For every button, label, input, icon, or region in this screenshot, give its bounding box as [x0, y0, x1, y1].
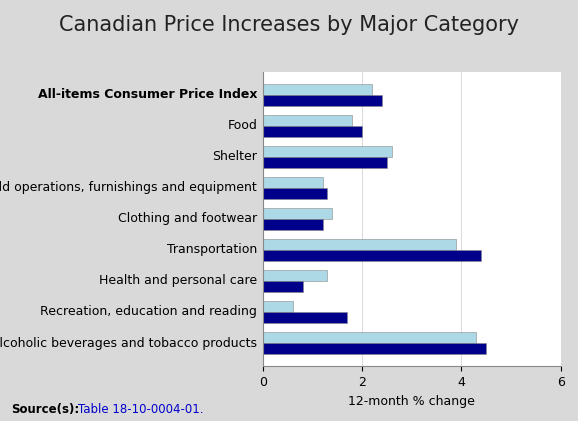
Text: Food: Food: [227, 120, 257, 132]
Bar: [263, 126, 362, 137]
Bar: [263, 177, 323, 188]
Text: Recreation, education and reading: Recreation, education and reading: [40, 306, 257, 318]
Bar: [263, 219, 323, 230]
Bar: [263, 250, 481, 261]
Bar: [263, 239, 457, 250]
Text: Health and personal care: Health and personal care: [99, 274, 257, 288]
Bar: [263, 95, 382, 106]
Text: Alcoholic beverages and tobacco products: Alcoholic beverages and tobacco products: [0, 336, 257, 349]
Text: All-items Consumer Price Index: All-items Consumer Price Index: [38, 88, 257, 101]
Text: Canadian Price Increases by Major Category: Canadian Price Increases by Major Catego…: [59, 15, 519, 35]
Bar: [263, 208, 332, 219]
Text: Shelter: Shelter: [212, 150, 257, 163]
Bar: [263, 332, 476, 343]
Bar: [263, 301, 293, 312]
Bar: [263, 281, 303, 292]
Text: Transportation: Transportation: [167, 243, 257, 256]
Bar: [263, 343, 486, 354]
Text: Household operations, furnishings and equipment: Household operations, furnishings and eq…: [0, 181, 257, 195]
Bar: [263, 84, 372, 95]
Text: Source(s):: Source(s):: [12, 403, 80, 416]
Text: Table 18-10-0004-01.: Table 18-10-0004-01.: [78, 403, 203, 416]
Bar: [263, 270, 328, 281]
Text: Clothing and footwear: Clothing and footwear: [118, 213, 257, 225]
X-axis label: 12-month % change: 12-month % change: [349, 394, 475, 408]
Bar: [263, 157, 387, 168]
Bar: [263, 188, 328, 199]
Bar: [263, 312, 347, 323]
Bar: [263, 146, 392, 157]
Bar: [263, 115, 353, 126]
